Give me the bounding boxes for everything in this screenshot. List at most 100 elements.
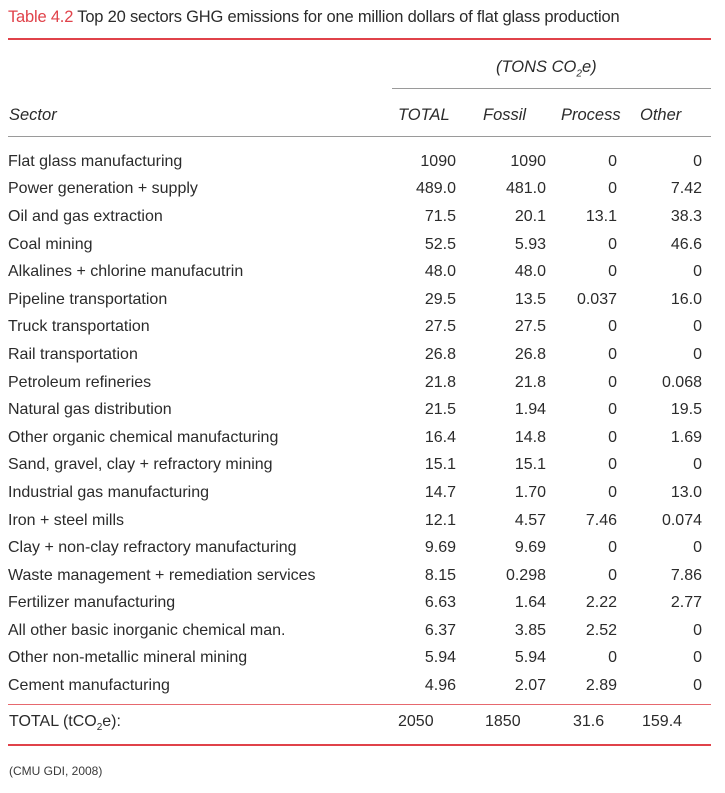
- table-row: Flat glass manufacturing 1090 1090 0 0: [8, 148, 702, 176]
- cell-sector: Alkalines + chlorine manufacutrin: [8, 263, 244, 281]
- emissions-table-body: Flat glass manufacturing 1090 1090 0 0 Power …: [8, 148, 702, 700]
- table-row: All other basic inorganic chemical man. 6…: [8, 617, 702, 645]
- cell-fossil: 48.0: [514, 263, 546, 281]
- cell-sector: Waste management + remediation services: [8, 566, 316, 584]
- cell-process: 13.1: [585, 207, 617, 225]
- header-fossil: Fossil: [483, 106, 527, 124]
- cell-fossil: 21.8: [514, 373, 546, 391]
- cell-process: 0: [608, 318, 617, 336]
- cell-total: 21.5: [424, 401, 456, 419]
- table-row: Fertilizer manufacturing 6.63 1.64 2.22 2.77: [8, 590, 702, 618]
- units-sub: 2: [576, 68, 582, 80]
- table-row: Coal mining 52.5 5.93 0 46.6: [8, 231, 702, 259]
- cell-other: 2.77: [670, 594, 702, 612]
- cell-other: 0: [693, 649, 702, 667]
- cell-sector: Power generation + supply: [8, 180, 198, 198]
- table-caption: Table 4.2 Top 20 sectors GHG emissions f…: [8, 8, 620, 27]
- cell-sector: Cement manufacturing: [8, 677, 170, 695]
- cell-sector: Pipeline transportation: [8, 290, 168, 308]
- cell-total: 27.5: [424, 318, 456, 336]
- cell-fossil: 15.1: [514, 456, 546, 474]
- table-row: Other non-metallic mineral mining 5.94 5.9…: [8, 645, 702, 673]
- header-process: Process: [561, 106, 621, 124]
- table-row: Truck transportation 27.5 27.5 0 0: [8, 314, 702, 342]
- cell-process: 0: [608, 649, 617, 667]
- cell-fossil: 481.0: [505, 180, 546, 198]
- totals-label: TOTAL (tCO2e):: [9, 713, 121, 733]
- cell-process: 2.22: [585, 594, 617, 612]
- cell-other: 0.074: [661, 511, 702, 529]
- cell-fossil: 1090: [510, 152, 546, 170]
- table-row: Pipeline transportation 29.5 13.5 0.037 16.0: [8, 286, 702, 314]
- cell-total: 8.15: [424, 566, 456, 584]
- cell-total: 29.5: [424, 290, 456, 308]
- header-total: TOTAL: [398, 106, 450, 124]
- cell-process: 0.037: [576, 290, 617, 308]
- cell-other: 38.3: [670, 207, 702, 225]
- cell-other: 0: [693, 152, 702, 170]
- top-red-rule: [8, 38, 711, 40]
- bottom-red-rule: [8, 744, 711, 746]
- cell-process: 0: [608, 539, 617, 557]
- cell-other: 0.068: [661, 373, 702, 391]
- cell-fossil: 5.93: [514, 235, 546, 253]
- cell-total: 15.1: [424, 456, 456, 474]
- table-title: Top 20 sectors GHG emissions for one mil…: [77, 8, 620, 26]
- cell-sector: Oil and gas extraction: [8, 207, 163, 225]
- cell-fossil: 4.57: [514, 511, 546, 529]
- table-row: Alkalines + chlorine manufacutrin 48.0 48.…: [8, 258, 702, 286]
- cell-sector: Other non-metallic mineral mining: [8, 649, 248, 667]
- units-underline: [392, 88, 711, 89]
- totals-fossil: 1850: [485, 713, 521, 730]
- cell-other: 7.86: [670, 566, 702, 584]
- cell-process: 0: [608, 235, 617, 253]
- cell-sector: Sand, gravel, clay + refractory mining: [8, 456, 273, 474]
- cell-total: 16.4: [424, 428, 456, 446]
- totals-label-sub: 2: [96, 722, 103, 734]
- cell-total: 4.96: [424, 677, 456, 695]
- cell-total: 71.5: [424, 207, 456, 225]
- table-row: Other organic chemical manufacturing 16.4…: [8, 424, 702, 452]
- table-row: Rail transportation 26.8 26.8 0 0: [8, 341, 702, 369]
- cell-sector: Rail transportation: [8, 345, 138, 363]
- cell-sector: Truck transportation: [8, 318, 150, 336]
- cell-total: 12.1: [424, 511, 456, 529]
- cell-total: 21.8: [424, 373, 456, 391]
- table-row: Cement manufacturing 4.96 2.07 2.89 0: [8, 672, 702, 700]
- table-row: Petroleum refineries 21.8 21.8 0 0.068: [8, 369, 702, 397]
- cell-fossil: 3.85: [514, 621, 546, 639]
- cell-fossil: 1.94: [514, 401, 546, 419]
- cell-fossil: 13.5: [514, 290, 546, 308]
- header-rule: [8, 136, 711, 137]
- table-row: Waste management + remediation services 8…: [8, 562, 702, 590]
- cell-fossil: 2.07: [514, 677, 546, 695]
- cell-total: 6.63: [424, 594, 456, 612]
- cell-other: 0: [693, 318, 702, 336]
- cell-fossil: 1.64: [514, 594, 546, 612]
- cell-process: 0: [608, 456, 617, 474]
- table-row: Power generation + supply 489.0 481.0 0 7.42: [8, 176, 702, 204]
- table-row: Industrial gas manufacturing 14.7 1.70 0 13.…: [8, 479, 702, 507]
- units-suffix: e): [581, 58, 597, 76]
- cell-fossil: 5.94: [514, 649, 546, 667]
- cell-sector: Coal mining: [8, 235, 93, 253]
- totals-total: 2050: [398, 713, 434, 730]
- cell-other: 13.0: [670, 483, 702, 501]
- cell-process: 0: [608, 180, 617, 198]
- cell-total: 6.37: [424, 621, 456, 639]
- emissions-table: Flat glass manufacturing 1090 1090 0 0 Power …: [8, 148, 702, 700]
- cell-total: 9.69: [424, 539, 456, 557]
- table-row: Sand, gravel, clay + refractory mining 15…: [8, 452, 702, 480]
- cell-other: 0: [693, 677, 702, 695]
- cell-total: 52.5: [424, 235, 456, 253]
- table-row: Clay + non-clay refractory manufacturing…: [8, 534, 702, 562]
- cell-total: 1090: [420, 152, 456, 170]
- cell-total: 48.0: [424, 263, 456, 281]
- cell-fossil: 20.1: [514, 207, 546, 225]
- cell-sector: Petroleum refineries: [8, 373, 152, 391]
- cell-other: 0: [693, 456, 702, 474]
- cell-other: 0: [693, 345, 702, 363]
- totals-process: 31.6: [573, 713, 605, 730]
- cell-process: 0: [608, 345, 617, 363]
- cell-fossil: 27.5: [514, 318, 546, 336]
